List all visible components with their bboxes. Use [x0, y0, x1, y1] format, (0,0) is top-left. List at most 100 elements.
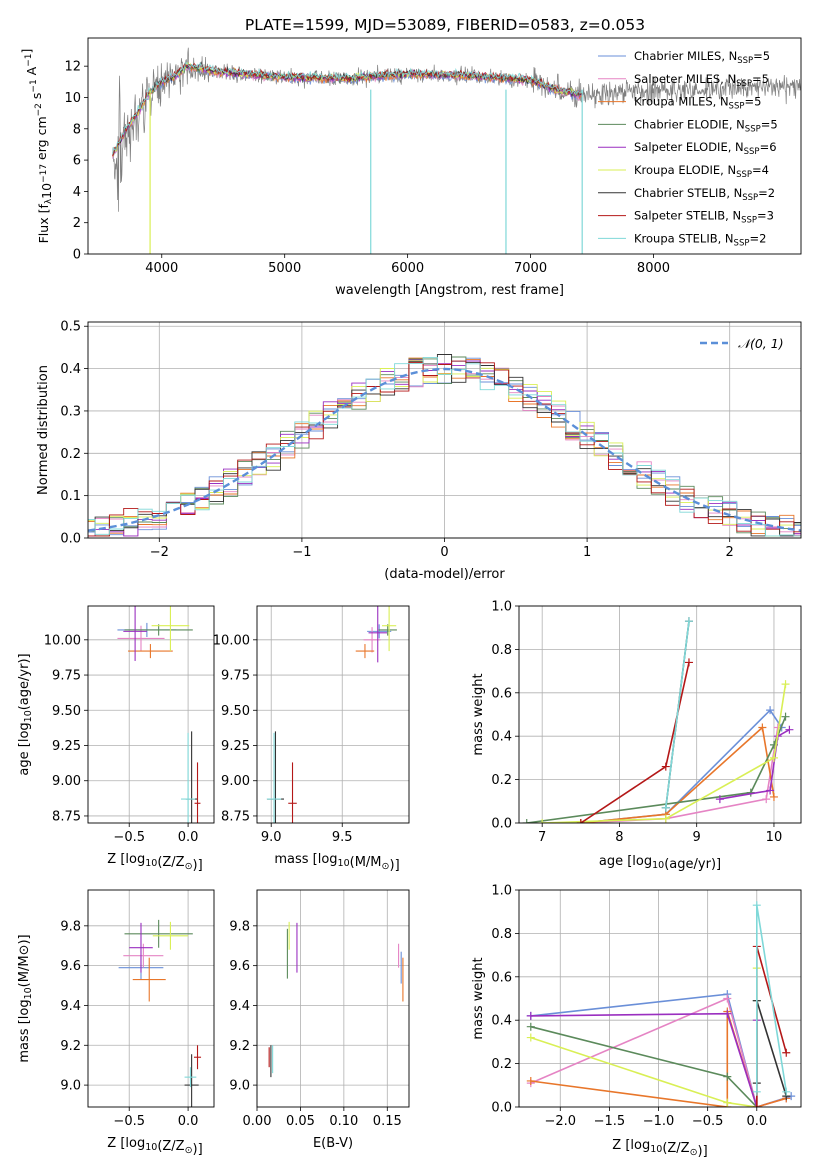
legend-label-part: SSP: [745, 124, 761, 134]
y-tick-label: 0.2: [60, 447, 81, 462]
x-axis-label-part: ⊙: [185, 861, 193, 872]
x-axis-label-part: 10: [145, 1142, 157, 1153]
weight-marker-salpeter_stelib: [782, 1048, 791, 1057]
y-tick-label: 12: [64, 60, 81, 75]
legend-label: Kroupa ELODIE, NSSP=4: [634, 163, 769, 180]
x-axis-label: E(B-V): [313, 1136, 353, 1151]
legend-label: 𝒩(0, 1): [738, 336, 784, 351]
histogram-salpeter_miles: [88, 363, 801, 537]
y-tick-label: 9.0: [60, 1079, 81, 1094]
mass-vs-z-panel: −0.5 0.09.09.29.49.69.8Z [log10(Z/Z⊙)]mas…: [17, 889, 215, 1157]
y-tick-label: 2: [73, 216, 81, 231]
x-tick-label: 0.00: [243, 1114, 272, 1129]
weight-marker-chabrier_elodie: [526, 1022, 535, 1031]
weight-line-kroupa_miles: [580, 725, 775, 823]
x-tick-label: 6000: [391, 261, 424, 276]
axes-frame: [87, 889, 215, 1108]
x-tick-label: 7000: [514, 261, 547, 276]
weight-marker-kroupa_elodie: [781, 680, 790, 689]
weight-marker-chabrier_elodie: [723, 1072, 732, 1081]
weight-line-salpeter_elodie: [719, 729, 790, 800]
x-axis-label: mass [log10(M/M⊙)]: [274, 852, 399, 873]
y-tick-label: 0.4: [60, 362, 81, 377]
x-axis-label-part: Z [log: [107, 1136, 145, 1151]
y-tick-label: 0.4: [491, 1014, 512, 1029]
x-tick-label: −2.0: [544, 1114, 576, 1129]
x-tick-label: −0.5: [113, 830, 145, 845]
y-axis-label: mass weight: [471, 673, 486, 755]
x-tick-label: 5000: [268, 261, 301, 276]
x-axis-label-part: Z [log: [612, 1138, 650, 1153]
y-tick-label: 9.50: [52, 704, 81, 719]
y-axis-label-part: −2: [34, 103, 44, 116]
y-tick-label: 9.25: [221, 739, 250, 754]
legend-label: Salpeter MILES, NSSP=5: [634, 72, 769, 89]
weight-line-chabrier_elodie: [526, 716, 787, 823]
x-axis-label-part: 10: [650, 1144, 662, 1155]
y-tick-label: 9.0: [229, 1079, 250, 1094]
x-tick-label: −2: [150, 545, 169, 560]
residuals-plot-area: [88, 354, 801, 537]
weight-marker-kroupa_stelib: [661, 803, 670, 812]
y-tick-label: 0.0: [491, 817, 512, 832]
weight-marker-salpeter_miles: [762, 795, 771, 804]
x-tick-label: 10: [766, 830, 783, 845]
weight-marker-chabrier_miles: [766, 706, 775, 715]
y-tick-label: 1.0: [491, 884, 512, 899]
weight-vs-z-panel: −2.0 −1.5 −1.0 −0.5 0.0 0.0 0.2 0.4 0.6 0.8 1.0 Z […: [471, 884, 802, 1159]
x-axis-label-part: )]: [698, 1144, 708, 1159]
y-tick-label: 0.0: [491, 1101, 512, 1116]
x-axis-label-part: )]: [390, 858, 400, 873]
legend-label: Salpeter STELIB, NSSP=3: [634, 209, 774, 226]
figure-title: PLATE=1599, MJD=53089, FIBERID=0583, z=0…: [245, 16, 645, 34]
legend-label: Kroupa MILES, NSSP=5: [634, 95, 761, 112]
y-tick-label: 9.75: [52, 669, 81, 684]
y-axis-label-part: age [log: [17, 722, 32, 775]
x-axis-label: Z [log10(Z/Z⊙)]: [612, 1138, 707, 1159]
legend-label-part: =5: [761, 117, 778, 131]
y-tick-label: 9.00: [221, 774, 250, 789]
x-tick-label: 7: [538, 830, 546, 845]
legend-label-part: SSP: [741, 216, 757, 226]
normal-curve: [88, 367, 801, 532]
axes-frame: [87, 321, 802, 539]
y-axis-label: mass [log10(M/M⊙)]: [17, 934, 34, 1062]
y-tick-label: 8.75: [52, 809, 81, 824]
axes-frame: [87, 605, 215, 824]
y-axis-label-part: mass [log: [17, 999, 32, 1062]
x-tick-label: 0.0: [178, 830, 199, 845]
x-tick-label: 0.05: [286, 1114, 315, 1129]
histogram-kroupa_stelib: [88, 356, 801, 537]
axes-frame: [518, 889, 802, 1108]
y-tick-label: 10: [64, 91, 81, 106]
y-axis-label-part: s: [29, 93, 44, 104]
y-tick-label: 9.2: [229, 1039, 250, 1054]
legend-label-part: Kroupa STELIB, N: [634, 231, 734, 245]
x-axis-label-part: (Z/Z: [662, 1141, 689, 1156]
y-tick-label: 9.6: [60, 959, 81, 974]
y-tick-label: 0.6: [491, 970, 512, 985]
mass-vs-ebv-panel: 0.00 0.05 0.10 0.15 9.0 9.2 9.4 9.6 9.8 E(B-V): [229, 889, 410, 1151]
x-tick-label: 0.0: [746, 1114, 767, 1129]
histogram-salpeter_elodie: [88, 359, 801, 537]
x-tick-label: 0: [440, 545, 448, 560]
y-axis-label: Flux [fλ10−17 erg cm−2 s−1 A−1]: [19, 49, 54, 244]
y-tick-label: 4: [73, 185, 81, 200]
weight-marker-kroupa_elodie: [526, 1033, 535, 1042]
x-tick-label: 9.5: [332, 830, 353, 845]
histogram-chabrier_elodie: [88, 356, 801, 537]
y-axis-label-part: erg cm: [34, 116, 49, 164]
x-tick-label: −0.5: [113, 1114, 145, 1129]
legend-label-part: SSP: [737, 56, 753, 66]
x-axis-label: wavelength [Angstrom, rest frame]: [335, 283, 564, 298]
legend-label-part: =2: [758, 186, 775, 200]
y-tick-label: 9.25: [52, 739, 81, 754]
y-tick-label: 9.4: [229, 999, 250, 1014]
legend-label-part: =5: [744, 95, 761, 109]
histogram-kroupa_elodie: [88, 360, 801, 537]
legend-label-part: Kroupa MILES, N: [634, 95, 729, 109]
y-tick-label: 0.5: [60, 320, 81, 335]
x-axis-label-part: ⊙: [185, 1145, 193, 1156]
